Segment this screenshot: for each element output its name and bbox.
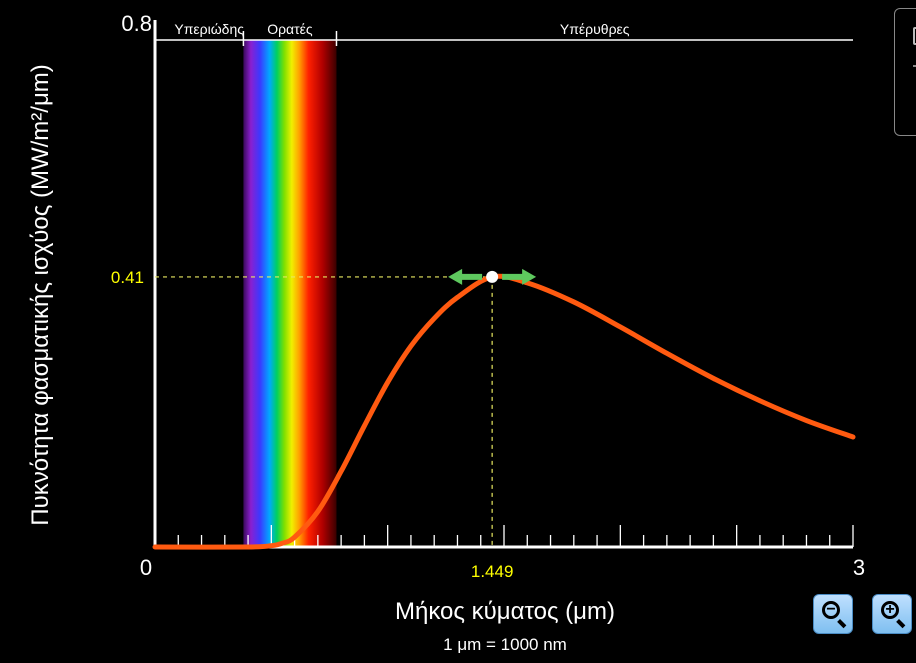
side-control-panel[interactable] — [894, 8, 916, 136]
x-tick-label-max: 3 — [853, 555, 865, 580]
panel-checkbox-icon[interactable] — [913, 27, 916, 45]
peak-y-readout: 0.41 — [111, 268, 144, 287]
zoom-in-button[interactable]: + — [872, 594, 912, 634]
band-label-visible: Ορατές — [267, 21, 313, 37]
arrow-left-icon[interactable] — [448, 268, 483, 285]
peak-marker-handle[interactable] — [448, 268, 537, 285]
band-label-uv: Υπεριώδης — [174, 21, 244, 37]
band-label-infrared: Υπέρυθρες — [560, 21, 630, 37]
peak-x-readout: 1.449 — [471, 562, 514, 581]
zoom-out-button[interactable]: − — [813, 594, 853, 634]
spectral-curve — [152, 273, 856, 550]
arrow-right-icon[interactable] — [502, 268, 537, 285]
x-tick-label-min: 0 — [140, 555, 152, 580]
zoom-out-symbol: − — [826, 601, 836, 618]
x-axis-title: Μήκος κύματος (μm) — [395, 598, 615, 625]
zoom-in-icon — [881, 601, 899, 619]
y-axis-title: Πυκνότητα φασματικής ισχύος (MW/m²/μm) — [27, 64, 54, 526]
panel-divider — [913, 65, 916, 67]
band-bar — [155, 31, 853, 46]
zoom-out-icon — [822, 601, 840, 619]
visible-spectrum-band — [243, 40, 337, 547]
unit-conversion-note: 1 μm = 1000 nm — [443, 635, 567, 654]
peak-marker-dot[interactable] — [486, 270, 499, 283]
zoom-in-symbol: + — [885, 601, 895, 618]
y-tick-label-max: 0.8 — [121, 11, 152, 36]
